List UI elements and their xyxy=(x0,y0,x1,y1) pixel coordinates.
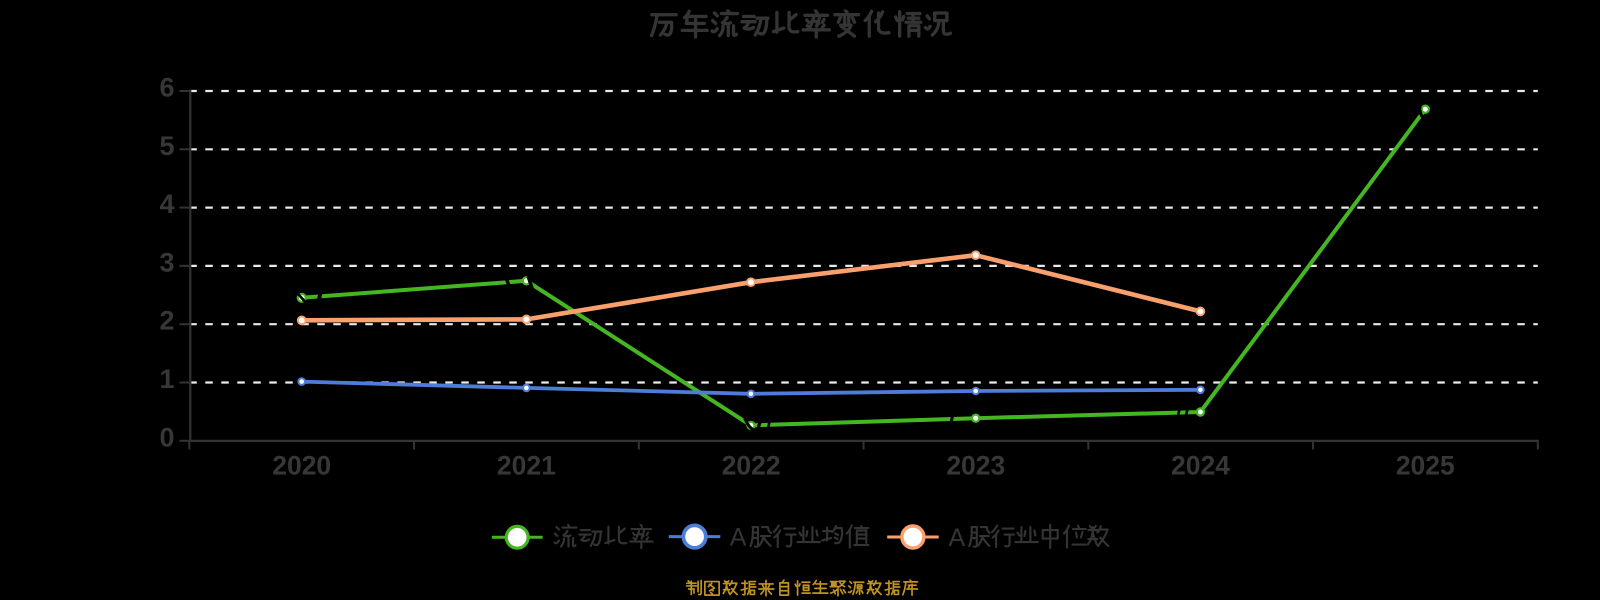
svg-text:A: A xyxy=(730,524,747,552)
svg-text:A: A xyxy=(949,524,966,552)
svg-text:2: 2 xyxy=(159,306,174,336)
svg-text:5: 5 xyxy=(159,131,174,161)
svg-text:1: 1 xyxy=(159,364,174,394)
svg-text:2025: 2025 xyxy=(1396,450,1455,480)
svg-text:2021: 2021 xyxy=(497,450,556,480)
svg-text:2022: 2022 xyxy=(722,450,781,480)
svg-text:6: 6 xyxy=(159,73,174,103)
svg-text:2023: 2023 xyxy=(946,450,1005,480)
svg-text:3: 3 xyxy=(159,247,174,277)
svg-text:2024: 2024 xyxy=(1171,450,1230,480)
svg-text:4: 4 xyxy=(159,189,174,219)
svg-text:2020: 2020 xyxy=(272,450,331,480)
svg-text:0: 0 xyxy=(159,422,174,452)
